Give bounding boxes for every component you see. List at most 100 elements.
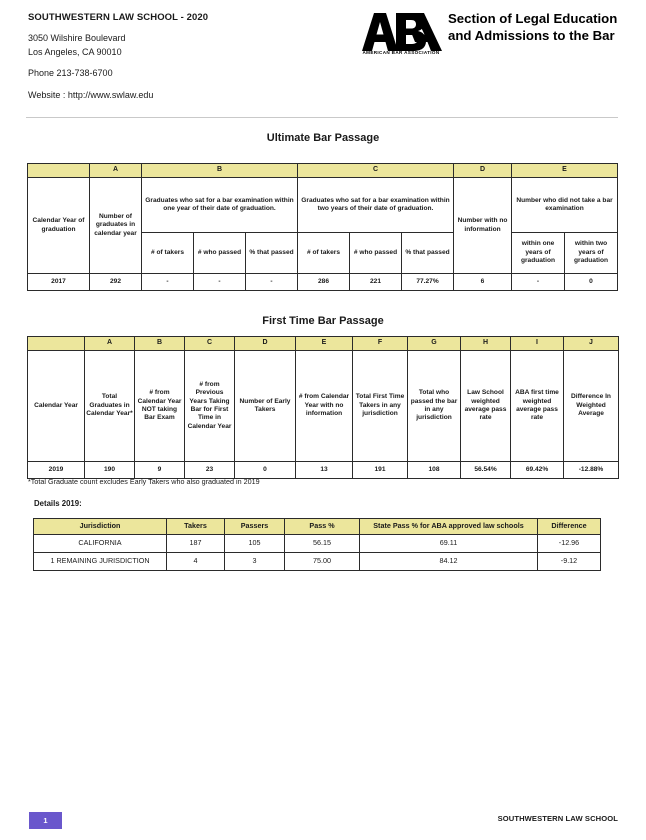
details-label: Details 2019:: [34, 499, 82, 508]
page-header: SOUTHWESTERN LAW SCHOOL - 2020 3050 Wils…: [0, 0, 646, 112]
header-not-taking-bar-exam: # from Calendar Year NOT taking Bar Exam: [134, 350, 185, 462]
cell-school-weighted-pass-rate: 56.54%: [460, 461, 511, 479]
letter-f: F: [352, 336, 408, 351]
cell-pass-percent: 75.00: [284, 552, 360, 571]
letter-e: E: [295, 336, 353, 351]
cell-c-passed: 221: [349, 273, 402, 291]
page-number-badge: 1: [29, 812, 62, 829]
cell-jurisdiction: CALIFORNIA: [33, 534, 167, 553]
letter-blank: [27, 336, 85, 351]
cell-e-within-two-years: 0: [563, 273, 619, 291]
letter-e: E: [510, 163, 619, 178]
table-row: 2017 292 - - - 286 221 77.27% 6 - 0: [27, 273, 619, 291]
letter-d: D: [234, 336, 296, 351]
table-row-letters: A B C D E: [27, 163, 619, 178]
address-line-2: Los Angeles, CA 90010: [28, 46, 122, 57]
letter-b: B: [141, 163, 298, 178]
aba-title: Section of Legal Education and Admission…: [448, 11, 617, 44]
table-row: 2019 190 9 23 0 13 191 108 56.54% 69.42%…: [27, 461, 619, 479]
cell-total-first-time-takers: 191: [352, 461, 408, 479]
cell-total-passed: 108: [407, 461, 461, 479]
subheader-c-passed: # who passed: [349, 232, 402, 274]
first-time-bar-passage-table: A B C D E F G H I J Calendar Year Total …: [27, 336, 619, 479]
subheader-b-passed: # who passed: [193, 232, 246, 274]
header-calendar-year: Calendar Year of graduation: [27, 177, 90, 274]
header-aba-weighted-pass-rate: ABA first time weighted average pass rat…: [510, 350, 564, 462]
column-header-jurisdiction: Jurisdiction: [33, 518, 167, 535]
cell-state-pass-percent: 69.11: [359, 534, 538, 553]
aba-title-line-2: and Admissions to the Bar: [448, 27, 615, 43]
cell-e-within-one-year: -: [511, 273, 565, 291]
first-time-bar-passage-title: First Time Bar Passage: [262, 315, 384, 327]
table-row-group-headers: Calendar Year of graduation Number of gr…: [27, 177, 619, 274]
subheader-c-percent: % that passed: [401, 232, 454, 274]
table-row-letters: A B C D E F G H I J: [27, 336, 619, 351]
aba-monogram-icon: [362, 13, 442, 51]
subheader-e-within-two-years: within two years of graduation: [563, 232, 619, 274]
letter-c: C: [184, 336, 235, 351]
column-header-passers: Passers: [224, 518, 285, 535]
address-line-1: 3050 Wilshire Boulevard: [28, 33, 126, 43]
cell-passers: 105: [224, 534, 285, 553]
cell-b-passed: -: [193, 273, 246, 291]
footer-school-name: SOUTHWESTERN LAW SCHOOL: [497, 814, 618, 823]
letter-j: J: [563, 336, 619, 351]
header-total-passed: Total who passed the bar in any jurisdic…: [407, 350, 461, 462]
letter-d: D: [453, 163, 512, 178]
header-difference-weighted-average: Difference In Weighted Average: [563, 350, 619, 462]
ultimate-bar-passage-table: A B C D E Calendar Year of graduation Nu…: [27, 163, 619, 291]
ultimate-bar-passage-title: Ultimate Bar Passage: [266, 132, 380, 144]
header-no-information: Number with no information: [453, 177, 512, 274]
letter-i: I: [510, 336, 564, 351]
table-header-row: Jurisdiction Takers Passers Pass % State…: [33, 518, 601, 535]
phone-line: Phone 213-738-6700: [28, 68, 113, 78]
table-row-sub-headers: # of takers # who passed % that passed #…: [28, 232, 619, 274]
school-contact-block: SOUTHWESTERN LAW SCHOOL - 2020 3050 Wils…: [28, 12, 328, 102]
table-row: 1 REMAINING JURISDICTION 4 3 75.00 84.12…: [33, 552, 601, 571]
cell-c-percent: 77.27%: [401, 273, 454, 291]
header-total-first-time-takers: Total First Time Takers in any jurisdict…: [352, 350, 408, 462]
first-time-footnote: *Total Graduate count excludes Early Tak…: [28, 477, 260, 486]
cell-jurisdiction: 1 REMAINING JURISDICTION: [33, 552, 167, 571]
aba-title-line-1: Section of Legal Education: [448, 11, 618, 26]
cell-passers: 3: [224, 552, 285, 571]
cell-year: 2017: [27, 273, 90, 291]
letter-h: H: [460, 336, 511, 351]
table-row: CALIFORNIA 187 105 56.15 69.11 -12.96: [33, 534, 601, 553]
subheader-b-percent: % that passed: [245, 232, 298, 274]
subheader-c-takers: # of takers: [297, 232, 350, 274]
cell-b-percent: -: [245, 273, 298, 291]
cell-aba-weighted-pass-rate: 69.42%: [510, 461, 564, 479]
subheader-b-takers: # of takers: [141, 232, 194, 274]
header-total-graduates: Total Graduates in Calendar Year*: [84, 350, 135, 462]
details-table: Jurisdiction Takers Passers Pass % State…: [33, 518, 601, 571]
school-name: SOUTHWESTERN LAW SCHOOL - 2020: [28, 12, 209, 23]
letter-c: C: [297, 163, 454, 178]
cell-no-information: 6: [453, 273, 512, 291]
header-school-weighted-pass-rate: Law School weighted average pass rate: [460, 350, 511, 462]
cell-difference: -9.12: [537, 552, 601, 571]
table-row-headers: Calendar Year Total Graduates in Calenda…: [27, 350, 619, 462]
header-number-of-graduates: Number of graduates in calendar year: [89, 177, 142, 274]
cell-difference: -12.96: [537, 534, 601, 553]
cell-no-information: 13: [295, 461, 353, 479]
aba-logo: AMERICAN BAR ASSOCIATION Section of Lega…: [352, 9, 622, 61]
column-header-pass-percent: Pass %: [284, 518, 360, 535]
column-header-state-pass-percent: State Pass % for ABA approved law school…: [359, 518, 538, 535]
letter-a: A: [84, 336, 135, 351]
cell-number-of-graduates: 292: [89, 273, 142, 291]
cell-pass-percent: 56.15: [284, 534, 360, 553]
header-divider: [26, 117, 618, 118]
cell-takers: 187: [166, 534, 225, 553]
column-header-difference: Difference: [537, 518, 601, 535]
header-group-e: Number who did not take a bar examinatio…: [510, 177, 619, 233]
cell-difference-weighted-average: -12.88%: [563, 461, 619, 479]
subheader-e-within-one-year: within one years of graduation: [511, 232, 565, 274]
cell-year: 2019: [27, 461, 85, 479]
letter-b: B: [134, 336, 185, 351]
cell-total-graduates: 190: [84, 461, 135, 479]
letter-a: A: [89, 163, 142, 178]
cell-not-taking-bar-exam: 9: [134, 461, 185, 479]
cell-state-pass-percent: 84.12: [359, 552, 538, 571]
header-group-c: Graduates who sat for a bar examination …: [297, 177, 454, 233]
